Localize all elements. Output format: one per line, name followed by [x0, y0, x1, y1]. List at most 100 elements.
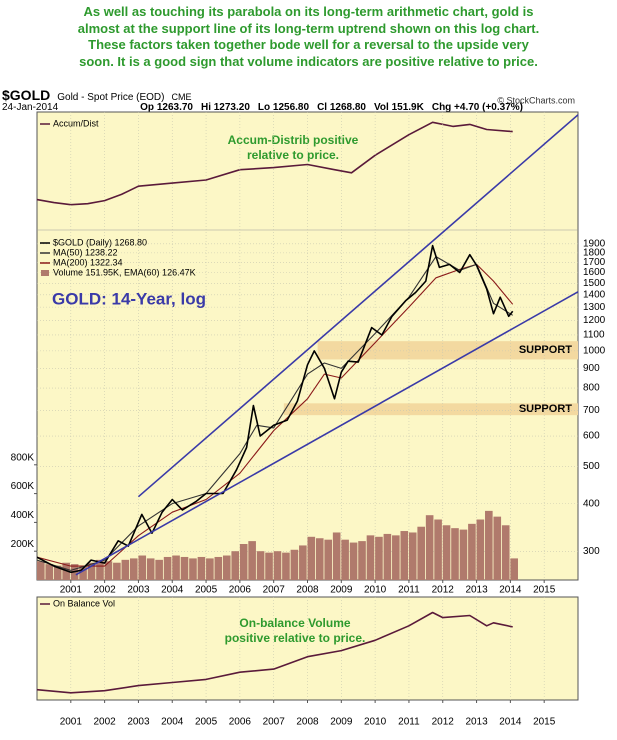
y-tick-label: 1800	[583, 248, 606, 259]
series-line	[37, 256, 513, 571]
x-tick-label: 2014	[499, 585, 522, 596]
x-tick-label: 2013	[465, 585, 488, 596]
y-tick-label: 1600	[583, 267, 606, 278]
annotation: relative to price.	[247, 148, 339, 162]
y-tick-label: 1700	[583, 257, 606, 268]
volume-bar	[189, 558, 197, 580]
volume-bar	[79, 565, 87, 580]
y-tick-label: 400	[583, 498, 600, 509]
y-tick-label: 600	[583, 431, 600, 442]
legend-label: MA(50) 1238.22	[53, 247, 118, 257]
volume-bar	[434, 519, 442, 580]
volume-bar	[87, 562, 96, 580]
y-tick-label: 1300	[583, 302, 606, 313]
y-tick-label: 1900	[583, 238, 606, 249]
stat: Hi 1273.20	[200, 102, 250, 113]
y2-tick-label: 200K	[11, 539, 35, 550]
support-band	[283, 403, 578, 416]
stats: Op 1263.70 Hi 1273.20 Lo 1256.80 Cl 1268.80…	[140, 102, 531, 113]
y2-tick-label: 400K	[11, 510, 35, 521]
volume-bar	[315, 538, 324, 580]
annotation: positive relative to price.	[225, 631, 366, 645]
watermark: © StockCharts.com	[497, 95, 575, 105]
volume-bar	[332, 532, 341, 580]
x-tick-label: 2009	[330, 585, 353, 596]
y-tick-label: 1100	[583, 330, 605, 341]
legend-label: On Balance Vol	[53, 598, 115, 608]
volume-bar	[349, 542, 358, 580]
intro-text: As well as touching its parabola on its …	[0, 4, 617, 70]
x-tick-label: 2010	[364, 717, 387, 728]
y-tick-label: 1000	[583, 346, 606, 357]
volume-bar	[290, 549, 299, 580]
volume-bar	[222, 555, 231, 580]
series-line	[36, 611, 513, 694]
x-tick-label: 2006	[229, 585, 252, 596]
volume-bar	[476, 519, 485, 580]
volume-bar	[366, 535, 375, 580]
legend-label: $GOLD (Daily) 1268.80	[53, 237, 147, 247]
support-label: SUPPORT	[519, 344, 572, 356]
intro-line: These factors taken together bode well f…	[88, 37, 529, 52]
x-tick-label: 2015	[533, 585, 556, 596]
x-tick-label: 2007	[263, 717, 286, 728]
volume-bar	[129, 558, 138, 580]
volume-bar	[138, 555, 147, 580]
volume-bar	[214, 556, 223, 580]
support-label: SUPPORT	[519, 403, 572, 415]
y2-tick-label: 800K	[11, 452, 35, 463]
volume-bar	[442, 525, 451, 580]
volume-bar	[417, 526, 425, 580]
volume-bar	[324, 539, 333, 580]
annotation: Accum-Distrib positive	[228, 133, 359, 147]
y2-tick-label: 600K	[11, 481, 35, 492]
trendline	[137, 114, 579, 498]
trendline	[75, 291, 579, 576]
x-tick-label: 2011	[398, 717, 420, 728]
volume-bar	[45, 564, 54, 580]
volume-bar	[307, 536, 316, 580]
support-band	[317, 341, 578, 360]
volume-bar	[248, 541, 256, 580]
instrument-name: Gold - Spot Price (EOD)	[57, 92, 165, 103]
x-tick-label: 2002	[94, 585, 117, 596]
volume-bar	[282, 552, 290, 580]
volume-bar	[459, 529, 468, 580]
date: 24-Jan-2014	[2, 102, 59, 113]
y-tick-label: 900	[583, 363, 600, 374]
y-tick-label: 300	[583, 546, 600, 557]
x-tick-label: 2015	[533, 717, 556, 728]
x-tick-label: 2004	[161, 717, 184, 728]
volume-bar	[341, 539, 349, 580]
y-tick-label: 1500	[583, 278, 606, 289]
volume-bar	[37, 561, 45, 580]
x-tick-label: 2001	[60, 585, 83, 596]
volume-bar	[375, 536, 383, 580]
volume-bar	[358, 541, 366, 580]
x-tick-label: 2004	[161, 585, 184, 596]
volume-bar	[53, 565, 62, 580]
exchange: CME	[171, 92, 192, 102]
legend-label: MA(200) 1322.34	[53, 257, 123, 267]
volume-bar	[206, 558, 214, 580]
legend-label: Accum/Dist	[53, 118, 99, 128]
volume-bar	[501, 525, 510, 580]
x-tick-label: 2008	[296, 717, 319, 728]
x-tick-label: 2012	[432, 717, 455, 728]
x-tick-label: 2002	[94, 717, 117, 728]
x-tick-label: 2006	[229, 717, 252, 728]
y-tick-label: 800	[583, 383, 600, 394]
intro-line: As well as touching its parabola on its …	[83, 4, 534, 19]
legend-swatch	[41, 270, 49, 276]
y-tick-label: 1200	[583, 315, 606, 326]
volume-bar	[180, 556, 189, 580]
volume-bar	[485, 510, 493, 580]
volume-bar	[451, 528, 459, 580]
volume-bar	[256, 551, 265, 580]
x-tick-label: 2011	[398, 585, 420, 596]
x-tick-label: 2013	[465, 717, 488, 728]
volume-bar	[163, 556, 172, 580]
x-tick-label: 2001	[60, 717, 83, 728]
stat: Vol 151.9K	[374, 102, 424, 113]
